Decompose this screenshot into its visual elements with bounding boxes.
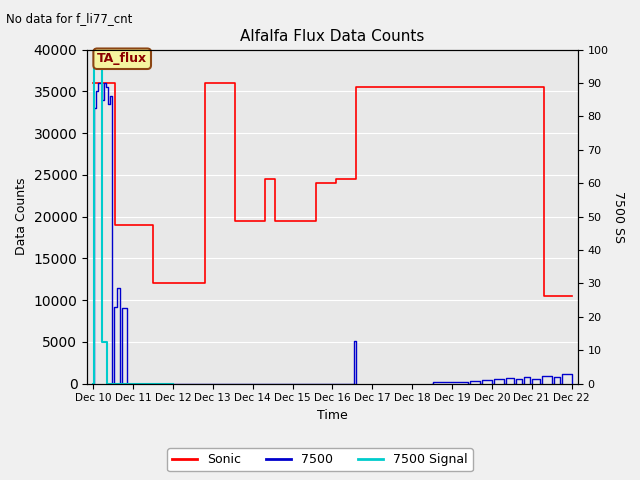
- Y-axis label: 7500 SS: 7500 SS: [612, 191, 625, 242]
- Y-axis label: Data Counts: Data Counts: [15, 178, 28, 255]
- Text: TA_flux: TA_flux: [97, 52, 147, 65]
- Title: Alfalfa Flux Data Counts: Alfalfa Flux Data Counts: [240, 29, 424, 44]
- Text: No data for f_li77_cnt: No data for f_li77_cnt: [6, 12, 132, 25]
- X-axis label: Time: Time: [317, 409, 348, 422]
- Legend: Sonic, 7500, 7500 Signal: Sonic, 7500, 7500 Signal: [167, 448, 473, 471]
